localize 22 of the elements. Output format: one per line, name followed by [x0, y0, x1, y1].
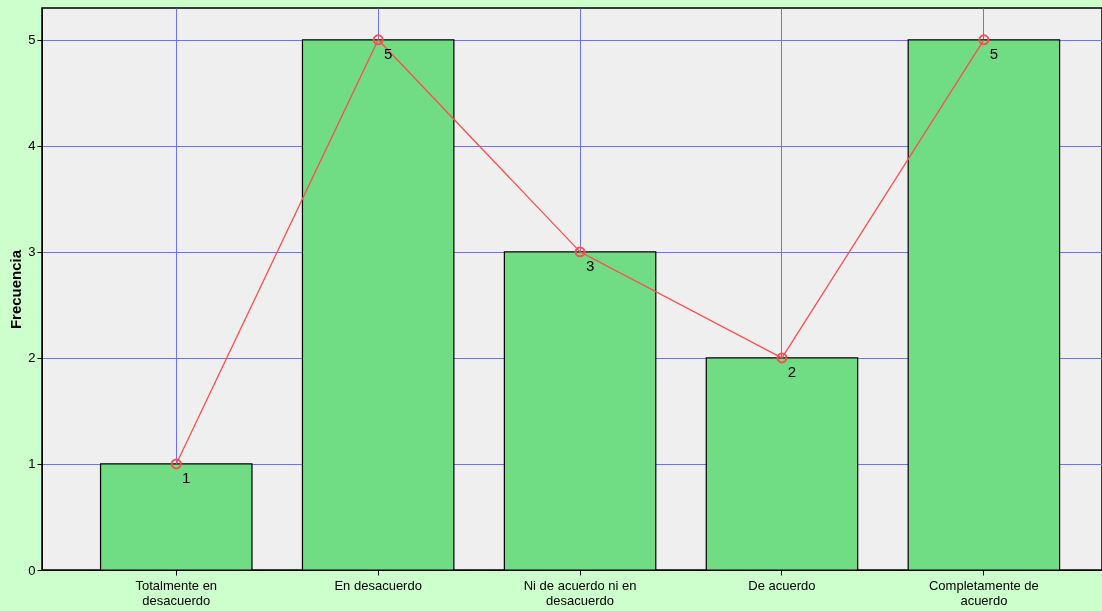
x-tick-label: Completamente de acuerdo — [928, 577, 1039, 608]
data-label: 1 — [182, 468, 191, 486]
y-tick-label: 2 — [28, 350, 36, 366]
data-label: 5 — [384, 44, 393, 62]
point — [170, 458, 182, 470]
y-tick-label: 1 — [28, 456, 36, 472]
point — [978, 34, 990, 46]
y-tick-label: 0 — [28, 562, 36, 578]
x-tick-label: En desacuerdo — [334, 577, 422, 593]
x-tick-label: Totalmente en desacuerdo — [135, 577, 218, 608]
y-tick-label: 3 — [28, 244, 36, 260]
point — [574, 246, 586, 258]
point — [372, 34, 384, 46]
x-tick-label: Ni de acuerdo ni en desacuerdo — [523, 577, 637, 608]
point — [776, 352, 788, 364]
data-label: 3 — [585, 256, 595, 274]
y-axis-title: Frecuencia — [7, 249, 25, 330]
data-label: 2 — [787, 362, 797, 380]
x-tick-label: De acuerdo — [748, 577, 816, 593]
data-label: 5 — [989, 44, 999, 62]
y-tick-label: 4 — [28, 138, 36, 154]
y-tick-label: 5 — [28, 32, 36, 48]
